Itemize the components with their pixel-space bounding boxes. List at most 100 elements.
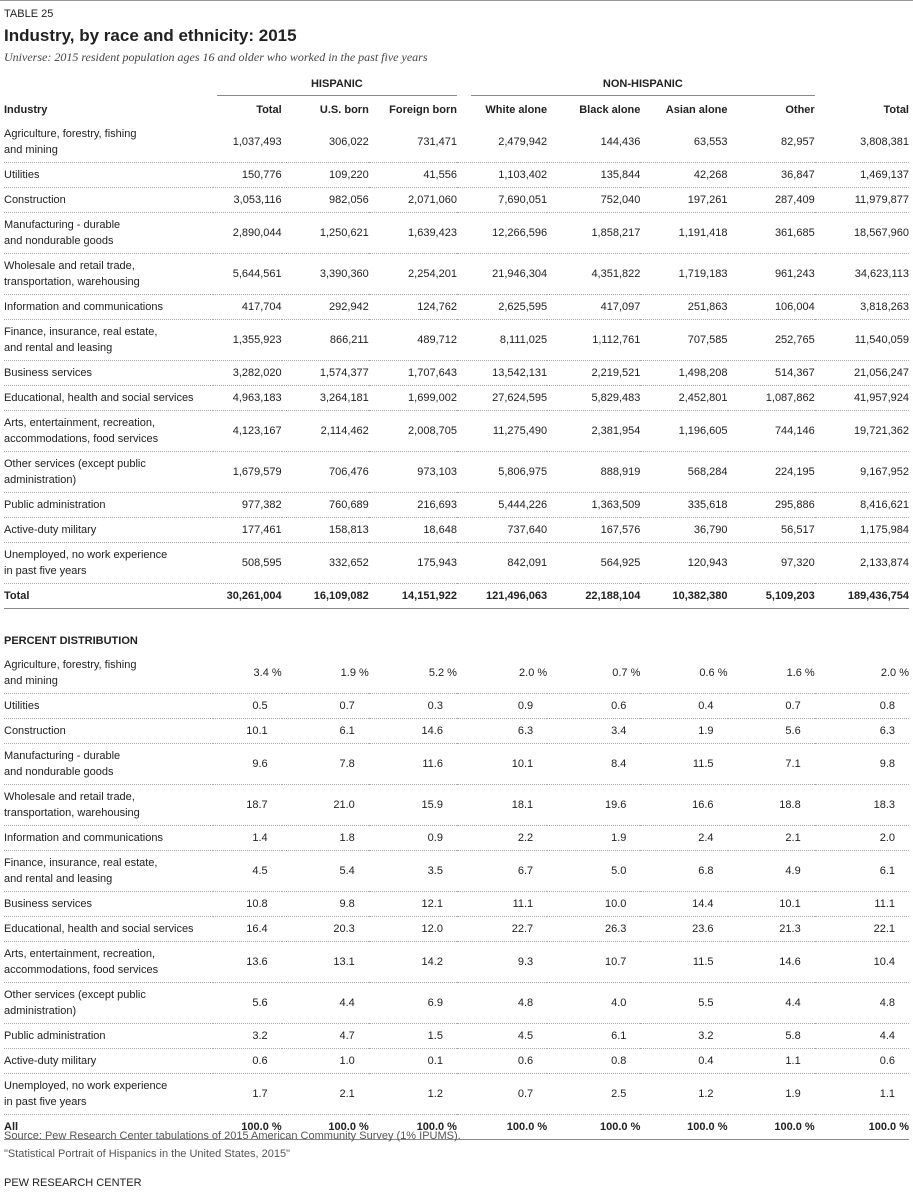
column-header: U.S. born — [319, 104, 369, 116]
data-row: Other services (except public administrat… — [4, 451, 909, 493]
cell: 0.5 — [212, 693, 282, 719]
cell: 21,056,247 — [814, 360, 909, 386]
cell: 1,037,493 — [212, 122, 282, 163]
cell: 11.1 — [456, 891, 548, 917]
cell: 1,574,377 — [281, 360, 369, 386]
label-line: Other services (except public — [4, 458, 146, 470]
cell: 120,943 — [640, 542, 728, 584]
cell: 22.1 — [814, 916, 909, 942]
brand: PEW RESEARCH CENTER — [4, 1177, 142, 1189]
cell: 1,498,208 — [640, 360, 728, 386]
cell: 22,188,104 — [547, 583, 641, 609]
cell: 10.4 — [814, 941, 909, 983]
cell: 18.1 — [456, 784, 548, 826]
cell: 737,640 — [456, 517, 548, 543]
cell: 18.8 — [727, 784, 815, 826]
cell: 1.5 — [368, 1023, 457, 1049]
cell: 0.6 % — [640, 653, 728, 694]
label-line: and rental and leasing — [4, 873, 113, 885]
cell: 6.7 — [456, 850, 548, 892]
label-line: and mining — [4, 675, 58, 687]
cell: 30,261,004 — [212, 583, 282, 609]
row-label: Manufacturing - durable and nondurable go… — [4, 212, 213, 254]
data-row: Finance, insurance, real estate, and rent… — [4, 850, 909, 892]
data-row: Information and communications 417,704 292… — [4, 294, 909, 320]
cell: 16.6 — [640, 784, 728, 826]
cell: 1.2 — [640, 1073, 728, 1115]
row-label: Utilities — [4, 162, 213, 188]
cell: 760,689 — [281, 492, 369, 518]
cell: 167,576 — [547, 517, 641, 543]
label-line: Business services — [4, 898, 93, 910]
cell: 8.4 — [547, 743, 641, 785]
data-row: Finance, insurance, real estate, and rent… — [4, 319, 909, 361]
cell: 21,946,304 — [456, 253, 548, 295]
section-row: PERCENT DISTRIBUTION — [4, 609, 909, 654]
row-label: Construction — [4, 718, 213, 744]
cell: 1,112,761 — [547, 319, 641, 361]
label-line: accommodations, food services — [4, 964, 159, 976]
cell: 10.1 — [212, 718, 282, 744]
cell: 706,476 — [281, 451, 369, 493]
cell: 0.6 — [212, 1048, 282, 1074]
cell: 3,390,360 — [281, 253, 369, 295]
cell: 5.5 — [640, 982, 728, 1024]
label-line: All — [4, 1121, 19, 1133]
cell: 11,275,490 — [456, 410, 548, 452]
cell: 11,540,059 — [814, 319, 909, 361]
cell: 11.6 — [368, 743, 457, 785]
cell: 56,517 — [727, 517, 815, 543]
data-row: Business services 3,282,020 1,574,377 1,707… — [4, 360, 909, 386]
data-row: Educational, health and social services 4… — [4, 385, 909, 411]
label-line: Information and communications — [4, 301, 163, 313]
label-line: transportation, warehousing — [4, 276, 140, 288]
cell: 216,693 — [368, 492, 457, 518]
cell: 36,847 — [727, 162, 815, 188]
column-header: Foreign born — [389, 104, 457, 116]
cell: 4,123,167 — [212, 410, 282, 452]
cell: 5.2 % — [368, 653, 457, 694]
data-row: Wholesale and retail trade, transportatio… — [4, 784, 909, 826]
cell: 0.6 — [814, 1048, 909, 1074]
cell: 0.4 — [640, 1048, 728, 1074]
label-line: Business services — [4, 367, 93, 379]
cell: 2.5 — [547, 1073, 641, 1115]
cell: 489,712 — [368, 319, 457, 361]
column-header: White alone — [485, 104, 548, 116]
column-header: Total — [883, 104, 909, 116]
cell: 36,790 — [640, 517, 728, 543]
data-row: Agriculture, forestry, fishing and mining… — [4, 653, 909, 694]
cell: 63,553 — [640, 122, 728, 163]
cell: 3.2 — [640, 1023, 728, 1049]
cell: 4.8 — [814, 982, 909, 1024]
cell: 977,382 — [212, 492, 282, 518]
row-label: Unemployed, no work experience in past fi… — [4, 1073, 213, 1115]
cell: 82,957 — [727, 122, 815, 163]
label-line: Active-duty military — [4, 524, 97, 536]
label-line: accommodations, food services — [4, 433, 159, 445]
group-cell: HISPANIC — [213, 72, 457, 98]
cell: 1,639,423 — [368, 212, 457, 254]
cell: 19,721,362 — [814, 410, 909, 452]
label-line: Wholesale and retail trade, — [4, 260, 135, 272]
cell: 6.1 — [547, 1023, 641, 1049]
cell: 26.3 — [547, 916, 641, 942]
cell: 514,367 — [727, 360, 815, 386]
cell: 0.7 — [727, 693, 815, 719]
column-header: Asian alone — [665, 104, 728, 116]
row-label: Manufacturing - durable and nondurable go… — [4, 743, 213, 785]
data-row: Manufacturing - durable and nondurable go… — [4, 743, 909, 785]
cell: 1.1 — [814, 1073, 909, 1115]
label-line: Finance, insurance, real estate, — [4, 857, 158, 869]
data-row: Agriculture, forestry, fishing and mining… — [4, 122, 909, 163]
cell: 1,699,002 — [368, 385, 457, 411]
cell: 109,220 — [281, 162, 369, 188]
cell: 12.1 — [368, 891, 457, 917]
cell: 508,595 — [212, 542, 282, 584]
cell: 18,648 — [368, 517, 457, 543]
cell: 0.7 % — [547, 653, 641, 694]
cell: 1,719,183 — [640, 253, 728, 295]
cell: 1.7 — [212, 1073, 282, 1115]
cell: 18,567,960 — [814, 212, 909, 254]
